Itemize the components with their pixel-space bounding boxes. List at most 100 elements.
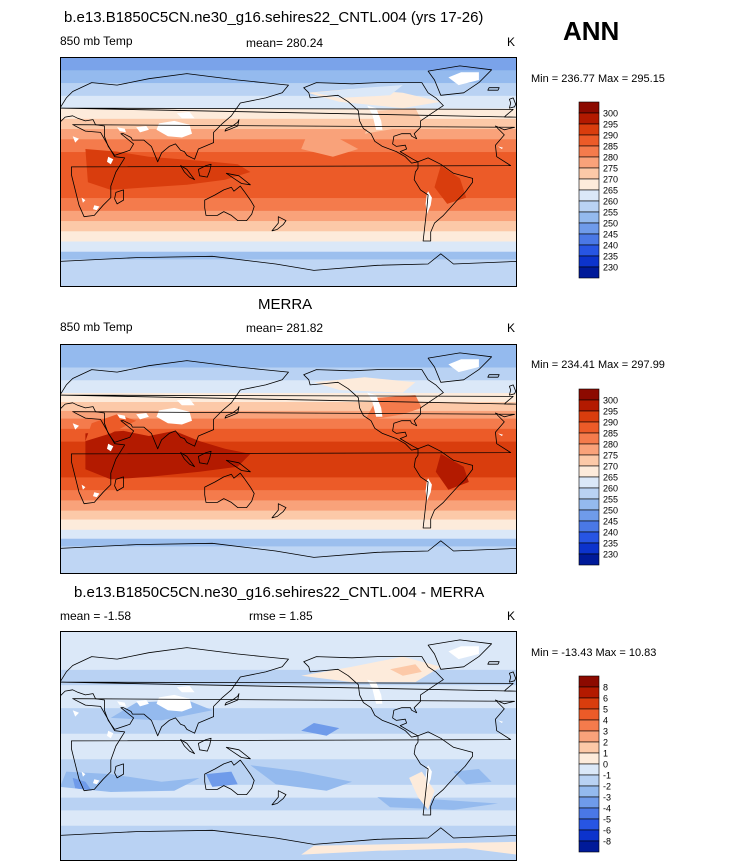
colorbar-tick-label: 245 <box>603 517 618 527</box>
colorbar-box <box>578 432 600 445</box>
coastline <box>225 746 251 760</box>
colorbar-tick-label: 270 <box>603 175 618 185</box>
colorbar-tick-label: -1 <box>603 771 611 781</box>
missing-data-region <box>117 414 126 420</box>
colorbar-box <box>578 520 600 533</box>
missing-data-region <box>448 72 479 86</box>
colorbar-box <box>578 178 600 191</box>
map-frame <box>60 57 517 287</box>
coastline <box>60 681 517 692</box>
coastline <box>427 639 493 670</box>
colorbar-tick-label: 275 <box>603 164 618 174</box>
missing-data-region <box>93 205 100 211</box>
contour-band <box>60 82 517 96</box>
colorbar-box <box>578 829 600 842</box>
coastline <box>204 472 255 509</box>
colorbar-tick-label: 265 <box>603 473 618 483</box>
contour-band <box>60 825 517 861</box>
colorbar-box <box>578 134 600 147</box>
colorbar-box <box>578 465 600 478</box>
colorbar-tick-label: -6 <box>603 826 611 836</box>
colorbar-box <box>578 818 600 831</box>
contour-band <box>60 128 517 140</box>
colorbar-tick-label: 230 <box>603 263 618 273</box>
colorbar-box <box>578 123 600 136</box>
missing-data-region <box>72 710 79 717</box>
colorbar-box <box>578 200 600 213</box>
coastline <box>204 759 255 796</box>
coastline <box>413 731 474 816</box>
colorbar-tick-label: 250 <box>603 506 618 516</box>
contour-patch <box>453 769 492 785</box>
coastline <box>114 763 124 779</box>
coastline <box>413 444 474 529</box>
colorbar-box <box>578 796 600 809</box>
colorbar-box <box>578 730 600 743</box>
coastline <box>197 450 212 465</box>
colorbar-box <box>578 498 600 511</box>
coastline <box>60 253 517 287</box>
contour-patch <box>250 765 352 791</box>
colorbar-box <box>578 752 600 765</box>
panel-3-left-label: mean = -1.58 <box>60 609 132 623</box>
colorbar-tick-label: 295 <box>603 407 618 417</box>
panel-2-colorbar: 3002952902852802752702652602552502452402… <box>578 388 618 566</box>
missing-data-region <box>107 443 114 452</box>
coastline <box>114 476 124 492</box>
coastline <box>70 124 515 218</box>
map-frame <box>60 344 517 574</box>
missing-data-region <box>176 398 195 406</box>
coastline <box>487 374 500 378</box>
missing-data-region <box>367 679 383 704</box>
panel-2-title: MERRA <box>258 296 313 313</box>
contour-patch <box>301 723 340 736</box>
colorbar-box <box>578 167 600 180</box>
missing-data-region <box>107 156 114 165</box>
coastline <box>413 157 474 242</box>
colorbar-box <box>578 719 600 732</box>
colorbar-box <box>578 840 600 853</box>
contour-patch <box>301 841 517 855</box>
colorbar-tick-label: 230 <box>603 550 618 560</box>
missing-data-region <box>136 700 149 707</box>
panel-3-units: K <box>507 609 516 623</box>
coastline <box>60 827 517 861</box>
contour-band <box>60 499 517 511</box>
colorbar-tick-label: 255 <box>603 208 618 218</box>
coastline <box>60 540 517 574</box>
contour-patch <box>301 133 359 157</box>
contour-band <box>60 519 517 530</box>
coastline <box>225 172 251 186</box>
panel-1-colorbar: 3002952902852802752702652602552502452402… <box>578 101 618 279</box>
colorbar-tick-label: -2 <box>603 782 611 792</box>
contour-patch <box>85 430 251 480</box>
contour-band <box>60 684 517 709</box>
panel-3-title: b.e13.B1850C5CN.ne30_g16.sehires22_CNTL.… <box>74 584 485 601</box>
missing-data-region <box>498 720 503 723</box>
missing-data-region <box>72 136 79 143</box>
missing-data-region <box>448 646 479 660</box>
coastline-layer <box>60 65 517 287</box>
contour-patch <box>313 85 403 98</box>
coastline <box>303 369 444 451</box>
contour-band <box>60 538 517 547</box>
coastline <box>487 661 500 665</box>
contour-band <box>60 95 517 109</box>
contour-band <box>60 230 517 242</box>
colorbar-tick-label: 6 <box>603 694 608 704</box>
colorbar-box <box>578 421 600 434</box>
colorbar-tick-label: 4 <box>603 716 608 726</box>
coastline <box>180 739 196 755</box>
coastline <box>427 352 493 383</box>
colorbar-tick-label: 235 <box>603 252 618 262</box>
missing-data-region <box>81 197 86 203</box>
colorbar-tick-label: -4 <box>603 804 611 814</box>
colorbar-tick-label: 300 <box>603 109 618 119</box>
colorbar-tick-label: 250 <box>603 219 618 229</box>
colorbar-tick-label: 290 <box>603 418 618 428</box>
coastline <box>197 737 212 752</box>
colorbar-tick-label: 0 <box>603 760 608 770</box>
missing-data-region <box>498 146 503 149</box>
contour-band <box>60 418 517 429</box>
